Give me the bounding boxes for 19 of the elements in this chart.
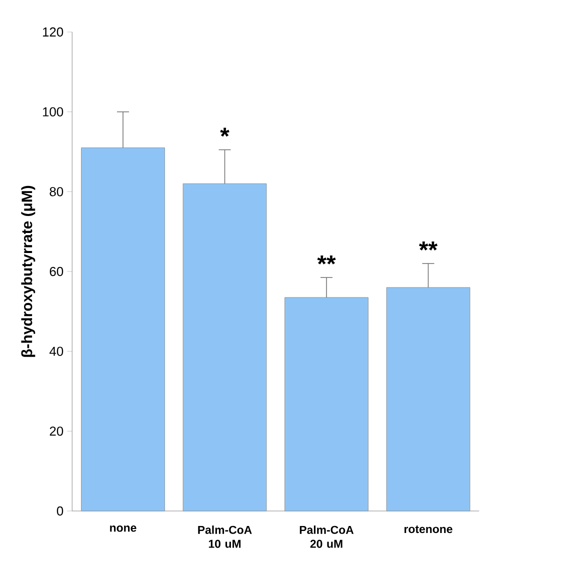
y-tick-label: 40 — [49, 346, 64, 356]
y-axis-title: β-hydroxybutyrrate (μM) — [21, 186, 36, 357]
y-tick-label: 60 — [50, 266, 64, 276]
annotation: * — [220, 128, 230, 137]
y-tick-label: 80 — [50, 187, 64, 196]
y-tick-label: 120 — [42, 27, 64, 37]
bar — [81, 148, 165, 512]
x-tick-label: Palm-CoA 10 uM — [198, 526, 252, 548]
bar — [182, 183, 267, 512]
y-tick-label: 20 — [50, 426, 64, 436]
y-tick-label: 100 — [42, 107, 64, 116]
x-tick-label: none — [110, 526, 136, 532]
y-tick-label: 0 — [56, 506, 64, 516]
bar — [386, 287, 470, 512]
x-tick-label: rotenone — [404, 526, 452, 534]
x-tick-label: Palm-CoA 20 uM — [300, 526, 354, 548]
annotation: ** — [419, 242, 438, 250]
annotation: ** — [317, 256, 336, 264]
bar — [284, 297, 368, 512]
